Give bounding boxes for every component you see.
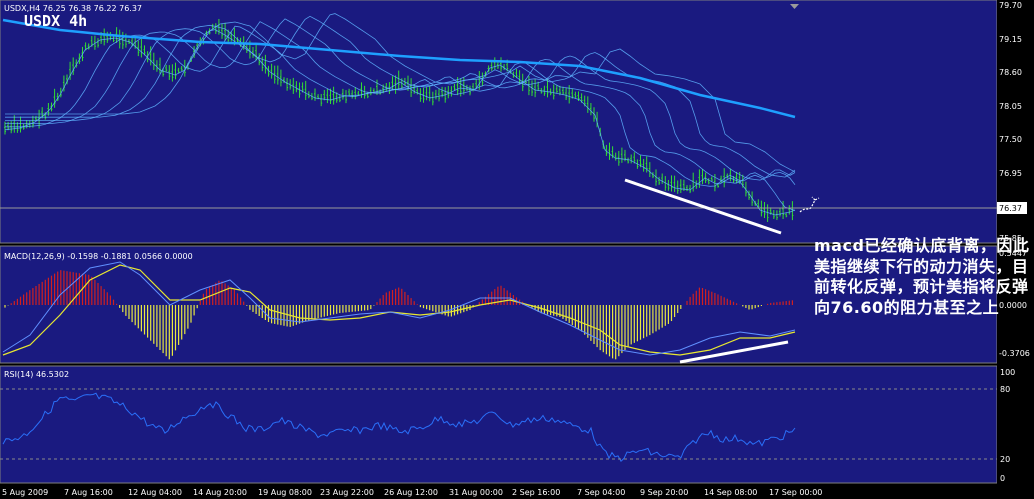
current-price-marker [997,202,1027,214]
time-axis-label: 7 Aug 16:00 [64,488,113,497]
time-axis-label: 17 Sep 00:00 [769,488,822,497]
rsi-axis-label: 0 [1000,474,1005,483]
price-pane[interactable] [0,0,998,244]
time-axis-label: 26 Aug 12:00 [384,488,438,497]
time-axis-label: 14 Aug 20:00 [193,488,247,497]
price-axis-label: 79.15 [999,35,1022,44]
price-axis-label: 78.60 [999,68,1022,77]
time-axis-label: 7 Sep 04:00 [577,488,625,497]
time-axis: 5 Aug 2009 7 Aug 16:00 12 Aug 04:00 14 A… [2,488,822,497]
macd-series-layer [2,261,796,360]
macd-axis-label: -0.3706 [999,349,1030,358]
rsi-pane[interactable] [0,365,998,484]
macd-axis-label: 0.0000 [999,301,1027,310]
price-axis: 79.70 79.15 78.60 78.05 77.50 76.95 75.8… [999,1,1022,243]
price-axis-label: 79.70 [999,1,1022,10]
time-axis-label: 5 Aug 2009 [2,488,48,497]
time-axis-label: 23 Aug 22:00 [320,488,374,497]
rsi-line [2,392,796,462]
macd-axis: 0.5447 0.0000 -0.3706 [999,249,1030,358]
moving-average-line [4,29,796,216]
macd-main-line [2,261,796,356]
moving-average-line [5,18,796,181]
macd-axis-label: 0.5447 [999,249,1027,258]
price-trendline [624,178,782,235]
moving-average-line [5,21,796,185]
moving-average-line [5,25,796,211]
rsi-series-layer [2,392,796,462]
time-axis-label: 12 Aug 04:00 [128,488,182,497]
analysis-annotation: macd已经确认底背离，因此美指继续下行的动力消失，目前转化反弹，预计美指将反弹… [814,236,1030,317]
rsi-axis-label: 100 [1000,368,1015,377]
right-axis-area [997,0,1034,499]
time-axis-label: 14 Sep 08:00 [704,488,757,497]
macd-trendline [679,340,789,364]
rsi-header: RSI(14) 46.5302 [4,370,69,379]
rsi-axis: 100 80 20 0 [1000,368,1015,483]
price-series-layer [2,13,796,222]
price-axis-label: 75.85 [999,234,1022,243]
moving-average-line [5,13,796,173]
current-price-value: 76.37 [999,204,1022,213]
long-moving-average-line [2,18,796,119]
symbol-title: USDX 4h [24,12,87,30]
time-axis-label: 2 Sep 16:00 [512,488,560,497]
chart-shift-icon[interactable] [790,4,799,9]
price-axis-label: 76.95 [999,169,1022,178]
rsi-axis-label: 20 [1000,455,1010,464]
moving-average-line [5,15,796,178]
time-axis-label: 9 Sep 20:00 [640,488,688,497]
price-axis-label: 77.50 [999,135,1022,144]
price-axis-label: 78.05 [999,102,1022,111]
price-header: USDX,H4 76.25 76.38 76.22 76.37 [4,4,142,13]
rebound-arrow [799,196,820,213]
macd-header: MACD(12,26,9) -0.1598 -0.1881 0.0566 0.0… [4,252,193,261]
time-axis-label: 31 Aug 00:00 [449,488,503,497]
rsi-axis-label: 80 [1000,385,1010,394]
time-axis-label: 19 Aug 08:00 [258,488,312,497]
